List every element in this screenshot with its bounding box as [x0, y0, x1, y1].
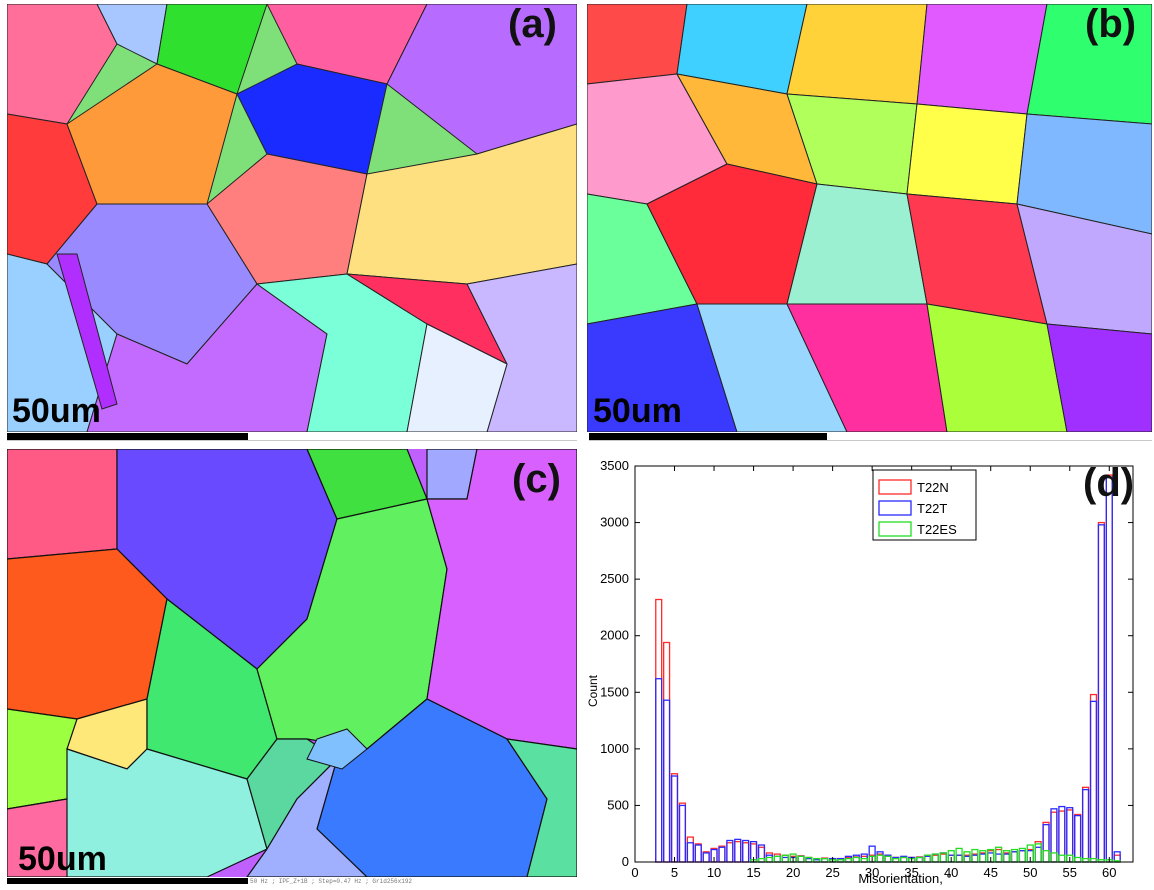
x-tick-label: 55 [1063, 865, 1077, 880]
x-tick-label: 60 [1102, 865, 1116, 880]
panel-a-frame-line [7, 440, 577, 441]
x-axis-label: Misorientation, ° [858, 871, 951, 885]
ebsd-map-a [7, 4, 577, 432]
panel-b: (b) 50um [585, 0, 1154, 445]
y-tick-label: 500 [607, 797, 629, 812]
panel-c-scale-text: 50um [18, 840, 107, 878]
legend-box [872, 469, 977, 541]
x-tick-label: 10 [707, 865, 721, 880]
y-tick-label: 1000 [600, 741, 629, 756]
panel-c-scale-bar [7, 878, 248, 884]
panel-c: (c) 50um 50 Hz ; IPF_Z+1B ; Step=0.47 Hz… [0, 447, 580, 885]
legend-label-t22t: T22T [917, 501, 947, 516]
y-tick-label: 2500 [600, 571, 629, 586]
panel-a-label: (a) [508, 2, 557, 46]
panel-a-scale-bar [7, 433, 248, 440]
panel-a: (a) 50um [0, 0, 580, 445]
panel-a-scale-text: 50um [12, 392, 101, 430]
x-tick-label: 30 [865, 865, 879, 880]
x-tick-label: 20 [786, 865, 800, 880]
axes-group: 0 500 1000 1500 2000 2500 3000 3500 0 5 10 15 20 25 30… [600, 458, 1134, 880]
y-tick-label: 3500 [600, 458, 629, 473]
legend-swatch-t22t [878, 500, 912, 516]
x-tick-label: 25 [825, 865, 839, 880]
y-tick-label: 2000 [600, 628, 629, 643]
y-axis-label: Count [586, 674, 600, 707]
x-tick-label: 0 [631, 865, 638, 880]
x-tick-label: 40 [944, 865, 958, 880]
panel-b-scale-bar [589, 433, 827, 440]
x-tick-label: 5 [671, 865, 678, 880]
panel-c-label: (c) [512, 457, 561, 501]
x-tick-label: 35 [904, 865, 918, 880]
legend-label-t22n: T22N [917, 480, 949, 495]
panel-b-frame-line [589, 440, 1152, 441]
ebsd-map-c [7, 449, 577, 877]
x-tick-label: 45 [983, 865, 997, 880]
legend-swatch-t22es [878, 521, 912, 537]
panel-c-meta-text: 50 Hz ; IPF_Z+1B ; Step=0.47 Hz ; Grid25… [250, 878, 413, 885]
x-tick-label: 50 [1023, 865, 1037, 880]
panel-b-label: (b) [1085, 2, 1137, 46]
panel-d-label: (d) [1083, 461, 1134, 505]
plot-frame [634, 465, 1134, 863]
panel-d: 0 500 1000 1500 2000 2500 3000 3500 0 5 10 15 20 25 30… [585, 452, 1154, 886]
misorientation-histogram: 0 500 1000 1500 2000 2500 3000 3500 0 5 10 15 20 25 30… [585, 452, 1154, 886]
panel-b-scale-text: 50um [593, 392, 682, 430]
y-tick-label: 0 [622, 854, 629, 869]
legend-label-t22es: T22ES [917, 522, 957, 537]
plot-background [585, 452, 1154, 885]
legend: T22N T22T T22ES [872, 469, 977, 541]
x-tick-label: 15 [746, 865, 760, 880]
y-tick-label: 3000 [600, 515, 629, 530]
ebsd-map-b [587, 4, 1152, 432]
y-tick-label: 1500 [600, 684, 629, 699]
legend-swatch-t22n [878, 479, 912, 495]
